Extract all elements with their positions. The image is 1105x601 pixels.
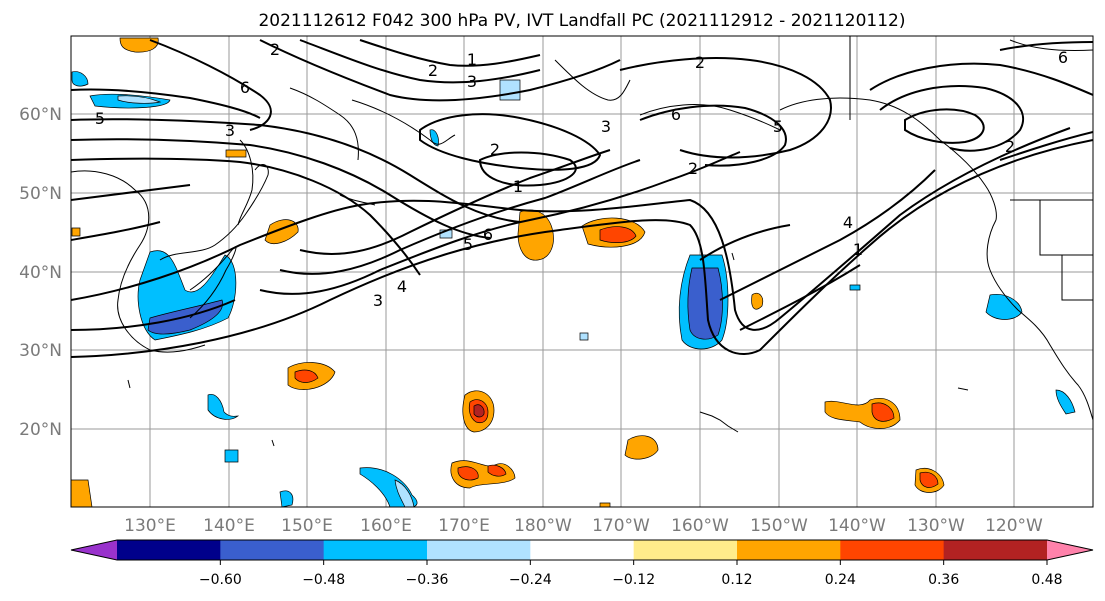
colorbar-segment: [737, 540, 841, 560]
contour-label: 2: [1005, 137, 1015, 156]
contour-label: 6: [483, 225, 493, 244]
colorbar-segment: [427, 540, 531, 560]
colorbar-tick-label: −0.48: [302, 572, 345, 588]
lon-label: 150°E: [281, 516, 333, 536]
lon-label: 170°W: [592, 516, 650, 536]
colorbar-tick-label: −0.24: [509, 572, 552, 588]
lat-label: 60°N: [19, 105, 62, 125]
lon-label: 140°E: [203, 516, 255, 536]
lon-label: 130°W: [907, 516, 965, 536]
colorbar-segment: [840, 540, 945, 560]
contour-label: 6: [240, 78, 250, 97]
lon-label: 120°W: [985, 516, 1043, 536]
contour-label: 3: [225, 121, 235, 140]
contour-label: 6: [1058, 48, 1068, 67]
lon-label: 170°E: [438, 516, 490, 536]
lat-label: 30°N: [19, 341, 62, 361]
lat-label: 50°N: [19, 184, 62, 204]
map-frame: [70, 35, 1094, 508]
lat-label: 40°N: [19, 263, 62, 283]
lon-label: 140°W: [828, 516, 886, 536]
contour-label: 2: [688, 159, 698, 178]
colorbar-segment: [323, 540, 428, 560]
contour-label: 1: [853, 240, 863, 259]
colorbar-extend-low: [71, 540, 117, 560]
contour-label: 1: [467, 50, 477, 69]
colorbar-tick-label: 0.36: [928, 572, 959, 588]
colorbar-segment: [943, 540, 1048, 560]
colorbar-segment: [633, 540, 738, 560]
contour-label: 4: [843, 213, 853, 232]
contour-label: 3: [601, 117, 611, 136]
colorbar-tick-label: 0.24: [825, 572, 856, 588]
pv-contours: [71, 39, 1093, 358]
contour-label: 2: [490, 140, 500, 159]
contour-label: 5: [463, 235, 473, 254]
lon-label: 180°W: [514, 516, 572, 536]
contour-label: 1: [513, 177, 523, 196]
colorbar-segment: [220, 540, 325, 560]
contour-label: 5: [95, 109, 105, 128]
colorbar-segment: [117, 540, 221, 560]
lon-label: 160°E: [360, 516, 412, 536]
lon-label: 150°W: [750, 516, 808, 536]
colorbar-tick-label: −0.12: [612, 572, 655, 588]
lon-label: 130°E: [124, 516, 176, 536]
contour-label: 2: [428, 61, 438, 80]
contour-label: 2: [270, 40, 280, 59]
contour-label: 5: [773, 117, 783, 136]
longitude-labels: 130°E 140°E 150°E 160°E 170°E 180°W 170°…: [124, 516, 1043, 536]
gridlines: [71, 36, 1093, 507]
lon-label: 160°W: [671, 516, 729, 536]
map-panel: 2 1 2 3 6 5 3 2 3 2 1 6 5 4 3 2 4 1 6 2: [70, 35, 1094, 508]
contour-label: 4: [397, 277, 407, 296]
contour-labels: 2 1 2 3 6 5 3 2 3 2 1 6 5 4 3 2 4 1 6 2: [95, 40, 1068, 310]
colorbar-extend-high: [1047, 540, 1093, 560]
colorbar-segments: [71, 540, 1093, 560]
contour-label: 3: [373, 291, 383, 310]
ivt-negative-shading: [71, 71, 1076, 507]
contour-label: 2: [695, 53, 705, 72]
colorbar-ticks: −0.60 −0.48 −0.36 −0.24 −0.12 0.12 0.24 0.36 0.4…: [199, 560, 1063, 588]
colorbar-tick-label: −0.36: [406, 572, 449, 588]
contour-label: 6: [671, 105, 681, 124]
colorbar-tick-label: 0.48: [1031, 572, 1062, 588]
colorbar-tick-label: −0.60: [199, 572, 242, 588]
contour-label: 3: [467, 72, 477, 91]
colorbar-segment: [530, 540, 635, 560]
colorbar-tick-label: 0.12: [721, 572, 752, 588]
colorbar-outline: [70, 539, 1094, 561]
latitude-labels: 60°N 50°N 40°N 30°N 20°N: [19, 105, 62, 440]
ivt-positive-shading: [71, 37, 945, 507]
colorbar: −0.60 −0.48 −0.36 −0.24 −0.12 0.12 0.24 0.36 0.4…: [70, 539, 1094, 588]
figure-title: 2021112612 F042 300 hPa PV, IVT Landfall…: [258, 11, 905, 31]
lat-label: 20°N: [19, 420, 62, 440]
